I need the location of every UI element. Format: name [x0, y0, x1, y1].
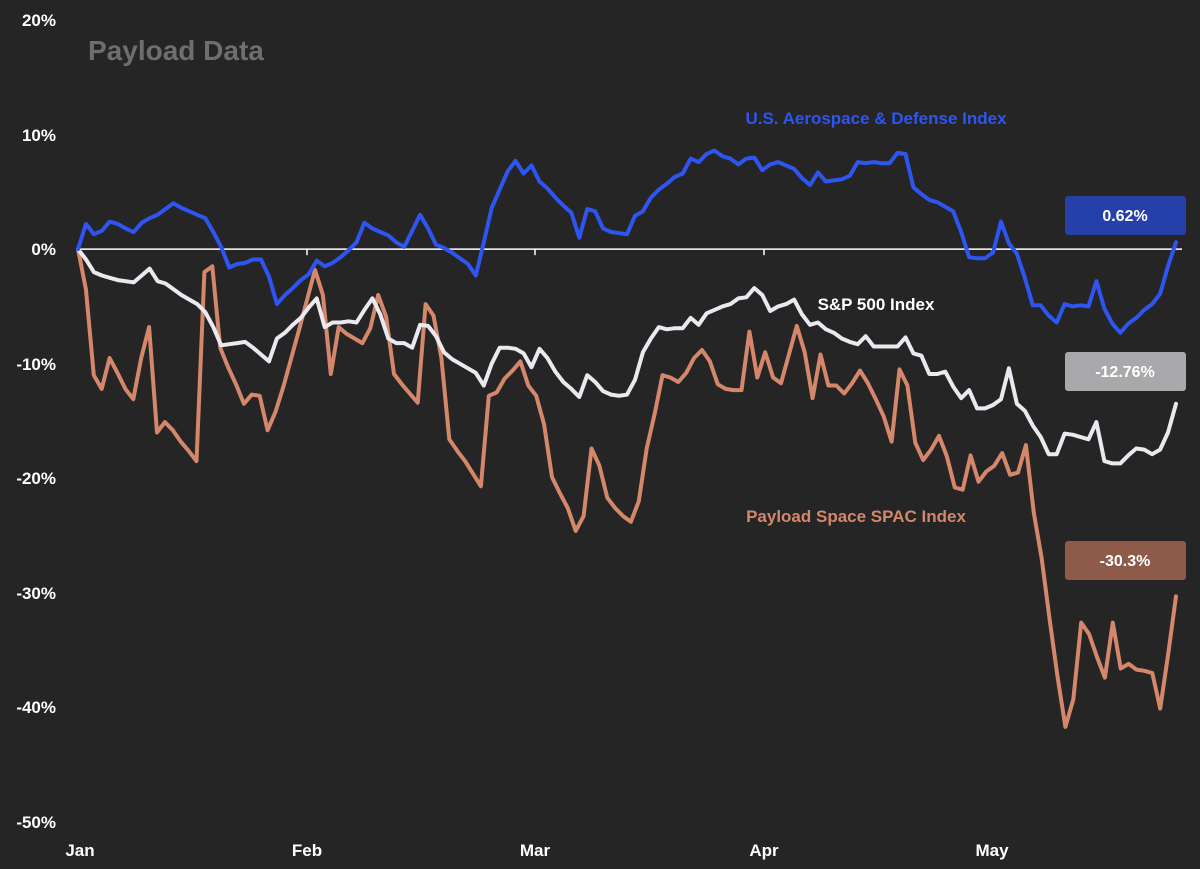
badge-value: 0.62%	[1102, 208, 1147, 225]
badge-background	[1065, 352, 1186, 391]
series-label-sp500: S&P 500 Index	[818, 295, 935, 314]
y-tick-label: -30%	[16, 584, 56, 603]
x-tick-label: Feb	[292, 841, 322, 860]
y-tick-label: -40%	[16, 698, 56, 717]
series-label-aerospace: U.S. Aerospace & Defense Index	[745, 109, 1007, 128]
series-line-sp500	[76, 247, 1178, 466]
badge-value: -30.3%	[1100, 553, 1151, 570]
y-tick-label: -50%	[16, 813, 56, 832]
series-line-aerospace	[76, 148, 1178, 335]
x-tick-label: Apr	[749, 841, 779, 860]
x-tick-label: May	[975, 841, 1009, 860]
y-tick-label: 10%	[22, 126, 56, 145]
x-tick-label: Mar	[520, 841, 551, 860]
badge-background	[1065, 541, 1186, 580]
y-tick-label: -20%	[16, 469, 56, 488]
y-tick-label: 20%	[22, 11, 56, 30]
x-tick-label: Jan	[65, 841, 94, 860]
brand-watermark: Payload Data	[88, 35, 264, 66]
y-tick-label: -10%	[16, 355, 56, 374]
y-axis: 20% 10% 0% -10% -20% -30% -40% -50%	[16, 11, 56, 832]
badge-value: -12.76%	[1095, 364, 1155, 381]
badge-background	[1065, 196, 1186, 235]
end-value-badge-sp500: -12.76%	[1065, 352, 1186, 391]
y-tick-label: 0%	[31, 240, 56, 259]
x-axis: Jan Feb Mar Apr May	[65, 841, 1009, 860]
end-value-badge-spac-index: -30.3%	[1065, 541, 1186, 580]
series-label-spac-index: Payload Space SPAC Index	[746, 507, 966, 526]
series-line-spac-index	[76, 247, 1178, 729]
end-value-badge-aerospace: 0.62%	[1065, 196, 1186, 235]
series-lines	[76, 148, 1178, 729]
